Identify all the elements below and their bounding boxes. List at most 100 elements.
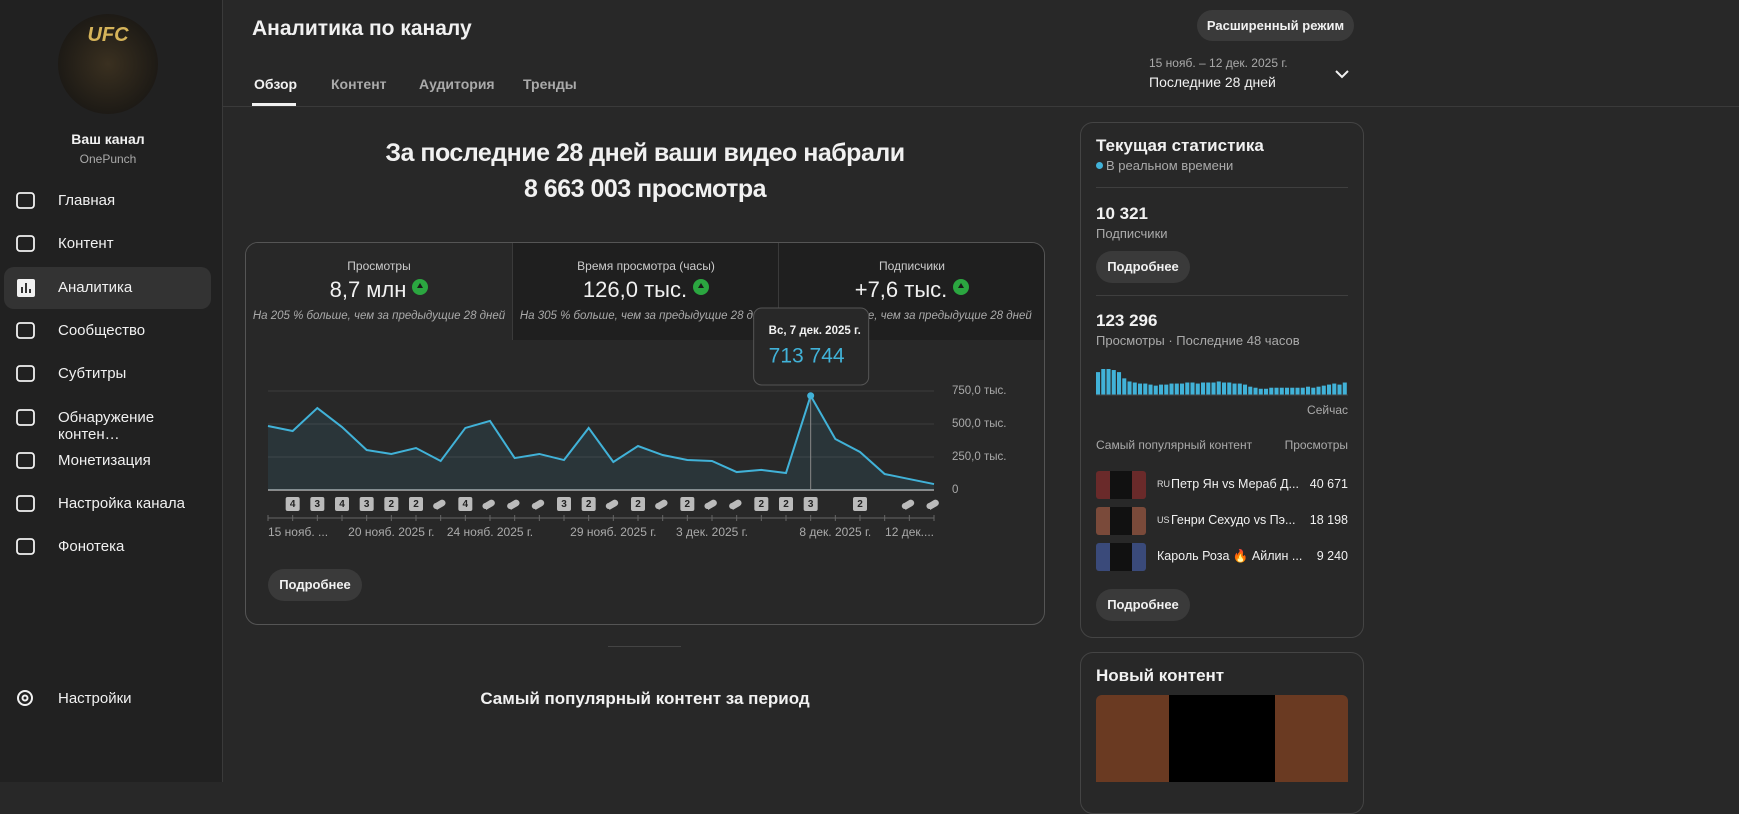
advanced-button[interactable]: Расширенный режим — [1197, 10, 1354, 41]
nav-label: Монетизация — [58, 451, 151, 469]
nav-label: Сообщество — [58, 321, 146, 339]
live-label: В реальном времени — [1106, 158, 1234, 173]
channel-name: OnePunch — [79, 152, 137, 166]
thumbnail-center — [1110, 507, 1132, 535]
item-flag: US — [1157, 515, 1170, 525]
item-views: 9 240 — [1316, 549, 1348, 563]
tab[interactable]: Аудитория — [419, 76, 495, 92]
metric-note: На 205 % больше, чем за предыдущие 28 дн… — [252, 310, 506, 322]
trend-up-icon — [953, 279, 970, 295]
thumbnail[interactable] — [1096, 507, 1146, 535]
section-divider — [608, 646, 681, 647]
divider — [1096, 295, 1348, 296]
nav-label: Субтитры — [58, 365, 127, 383]
date-range: 15 нояб. – 12 дек. 2025 г. — [1149, 56, 1288, 70]
more-button[interactable]: Подробнее — [1096, 251, 1190, 283]
section-heading: Самый популярный контент за период — [480, 689, 810, 708]
trend-up-icon — [412, 279, 429, 295]
channel-title: Ваш канал — [71, 131, 145, 147]
metric-label: Просмотры — [347, 259, 411, 273]
tab[interactable]: Обзор — [254, 76, 298, 92]
sidebar: UFC Ваш канал OnePunch Главная Контент Ана… — [0, 0, 223, 782]
divider — [1096, 187, 1348, 188]
logo-text: UFC — [87, 24, 129, 46]
realtime-title: Текущая статистика — [1096, 136, 1264, 155]
period[interactable]: Последние 28 дней — [1149, 74, 1276, 90]
trend-up-icon — [693, 279, 710, 295]
thumbnail[interactable] — [1096, 543, 1146, 571]
nav-label: Фонотека — [58, 538, 125, 556]
metric-note: На 1 % больше, чем за предыдущие 28 дней — [792, 310, 1032, 322]
metric-value-row: 8,7 млн — [246, 277, 512, 303]
thumbnail[interactable] — [1096, 471, 1146, 499]
nav-icon — [16, 365, 35, 383]
tab-indicator — [252, 103, 296, 106]
item-views: 18 198 — [1309, 513, 1348, 527]
tab[interactable]: Тренды — [523, 76, 577, 92]
tab[interactable]: Контент — [331, 76, 387, 92]
nav-item[interactable]: Настройка канала — [4, 483, 211, 525]
top-content-metric: Просмотры — [1284, 438, 1348, 452]
metric-value-row: +7,6 тыс. — [779, 277, 1044, 303]
subscribers-label: Подписчики — [1096, 226, 1168, 241]
nav-item[interactable]: Аналитика — [4, 266, 211, 309]
item-title[interactable]: Генри Сехудо vs Пэ... — [1171, 513, 1296, 527]
summary-line: За последние 28 дней ваши видео набрали — [385, 139, 905, 167]
nav-icon — [16, 408, 35, 426]
top-content-header: Самый популярный контент — [1096, 438, 1253, 452]
nav-icon — [16, 321, 35, 339]
item-title[interactable]: Петр Ян vs Мераб Д... — [1171, 477, 1299, 491]
nav-icon — [16, 538, 35, 556]
item-flag: RU — [1157, 479, 1170, 489]
nav-item[interactable]: Сообщество — [4, 310, 211, 352]
metric-tab[interactable]: Просмотры 8,7 млн На 205 % больше, чем за … — [246, 243, 512, 340]
nav-icon — [16, 192, 35, 209]
live-dot — [1096, 162, 1103, 169]
nav-icon — [17, 690, 33, 706]
nav-label: Контент — [58, 235, 114, 253]
nav-item[interactable]: Субтитры — [4, 353, 211, 395]
nav-item[interactable]: Главная — [4, 180, 211, 222]
new-content-thumbnail[interactable] — [1096, 695, 1348, 782]
overview-card: Просмотры 8,7 млн На 205 % больше, чем за … — [245, 242, 1045, 625]
metric-value: +7,6 тыс. — [854, 277, 948, 302]
nav-label: Настройки — [58, 690, 132, 707]
nav-item[interactable]: Настройки — [4, 678, 211, 720]
nav-item[interactable]: Монетизация — [4, 440, 211, 482]
more-button[interactable]: Подробнее — [268, 569, 362, 601]
realtime-card — [1080, 122, 1364, 638]
nav-icon — [17, 278, 35, 297]
item-views: 40 671 — [1309, 477, 1348, 491]
nav-icon — [16, 235, 35, 253]
nav-item[interactable]: Фонотека — [4, 526, 211, 568]
nav-item[interactable]: Контент — [4, 223, 211, 265]
thumbnail-center — [1110, 543, 1132, 571]
nav-item[interactable]: Обнаружение контен… — [4, 397, 211, 443]
nav-label: Настройка канала — [58, 495, 185, 513]
subscribers-value: 10 321 — [1096, 204, 1148, 223]
dropdown-chevron[interactable] — [1334, 68, 1350, 80]
views-label: Просмотры · Последние 48 часов — [1096, 333, 1300, 348]
channel-avatar[interactable]: UFC — [58, 14, 158, 114]
nav-icon — [16, 451, 35, 469]
metric-label: Подписчики — [878, 259, 945, 273]
metric-tab[interactable]: Время просмотра (часы) 126,0 тыс. На 305 %… — [512, 243, 779, 340]
nav-label: Главная — [58, 192, 116, 209]
page-title: Аналитика по каналу — [252, 17, 472, 40]
now-label: Сейчас — [1307, 403, 1348, 417]
nav-icon — [16, 495, 35, 512]
metric-value: 8,7 млн — [329, 277, 407, 302]
metric-label: Время просмотра (часы) — [577, 259, 715, 273]
item-title[interactable]: Кароль Роза 🔥 Айлин ... — [1157, 549, 1303, 563]
more-button[interactable]: Подробнее — [1096, 589, 1190, 621]
metric-note: На 305 % больше, чем за предыдущие 28 дн… — [519, 310, 773, 322]
thumbnail-center — [1110, 471, 1132, 499]
views-value: 123 296 — [1096, 311, 1158, 330]
metric-value: 126,0 тыс. — [582, 277, 688, 302]
metric-tab[interactable]: Подписчики +7,6 тыс. На 1 % больше, чем за… — [778, 243, 1044, 340]
nav-label: Аналитика — [58, 278, 133, 296]
nav-label: Обнаружение контен… — [58, 408, 155, 443]
metric-value-row: 126,0 тыс. — [513, 277, 779, 303]
new-content-title: Новый контент — [1096, 666, 1225, 685]
